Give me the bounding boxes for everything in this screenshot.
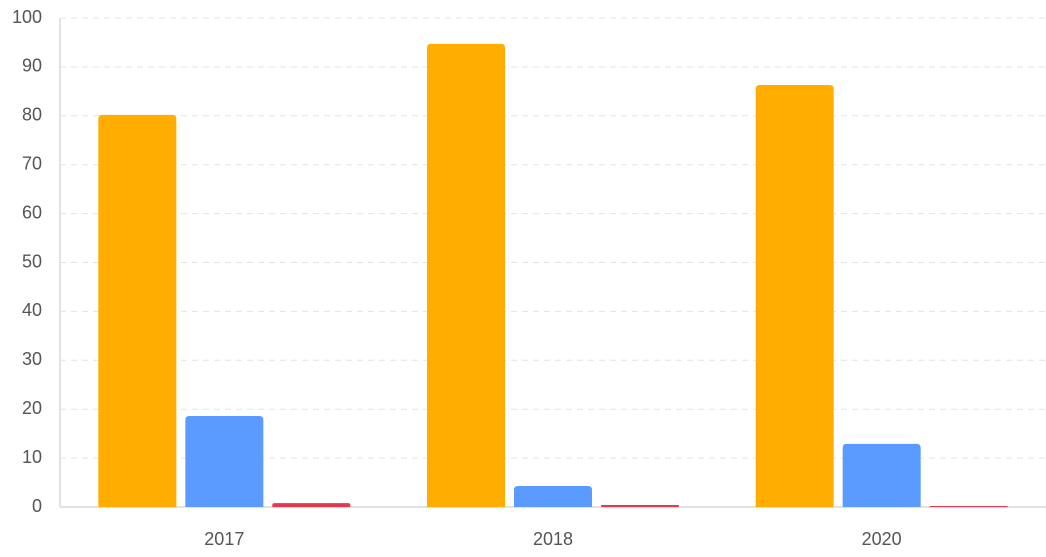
y-tick-label: 60 xyxy=(22,202,42,222)
bar xyxy=(842,443,921,507)
y-tick-label: 0 xyxy=(32,496,42,516)
bar xyxy=(755,84,834,508)
y-tick-label: 10 xyxy=(22,447,42,467)
bar xyxy=(514,485,592,507)
y-tick-label: 20 xyxy=(22,398,42,418)
x-tick-label: 2020 xyxy=(862,529,902,549)
bar xyxy=(272,503,351,507)
y-tick-label: 30 xyxy=(22,349,42,369)
bar xyxy=(427,43,505,508)
x-tick-label: 2018 xyxy=(533,529,573,549)
y-tick-label: 80 xyxy=(22,105,42,125)
bar xyxy=(185,416,264,507)
y-tick-label: 100 xyxy=(12,7,42,27)
bar xyxy=(601,505,679,507)
bar xyxy=(98,114,177,508)
y-tick-label: 70 xyxy=(22,153,42,173)
y-tick-label: 50 xyxy=(22,251,42,271)
x-tick-label: 2017 xyxy=(204,529,244,549)
bar xyxy=(929,506,1008,507)
y-tick-label: 90 xyxy=(22,56,42,76)
y-tick-label: 40 xyxy=(22,300,42,320)
